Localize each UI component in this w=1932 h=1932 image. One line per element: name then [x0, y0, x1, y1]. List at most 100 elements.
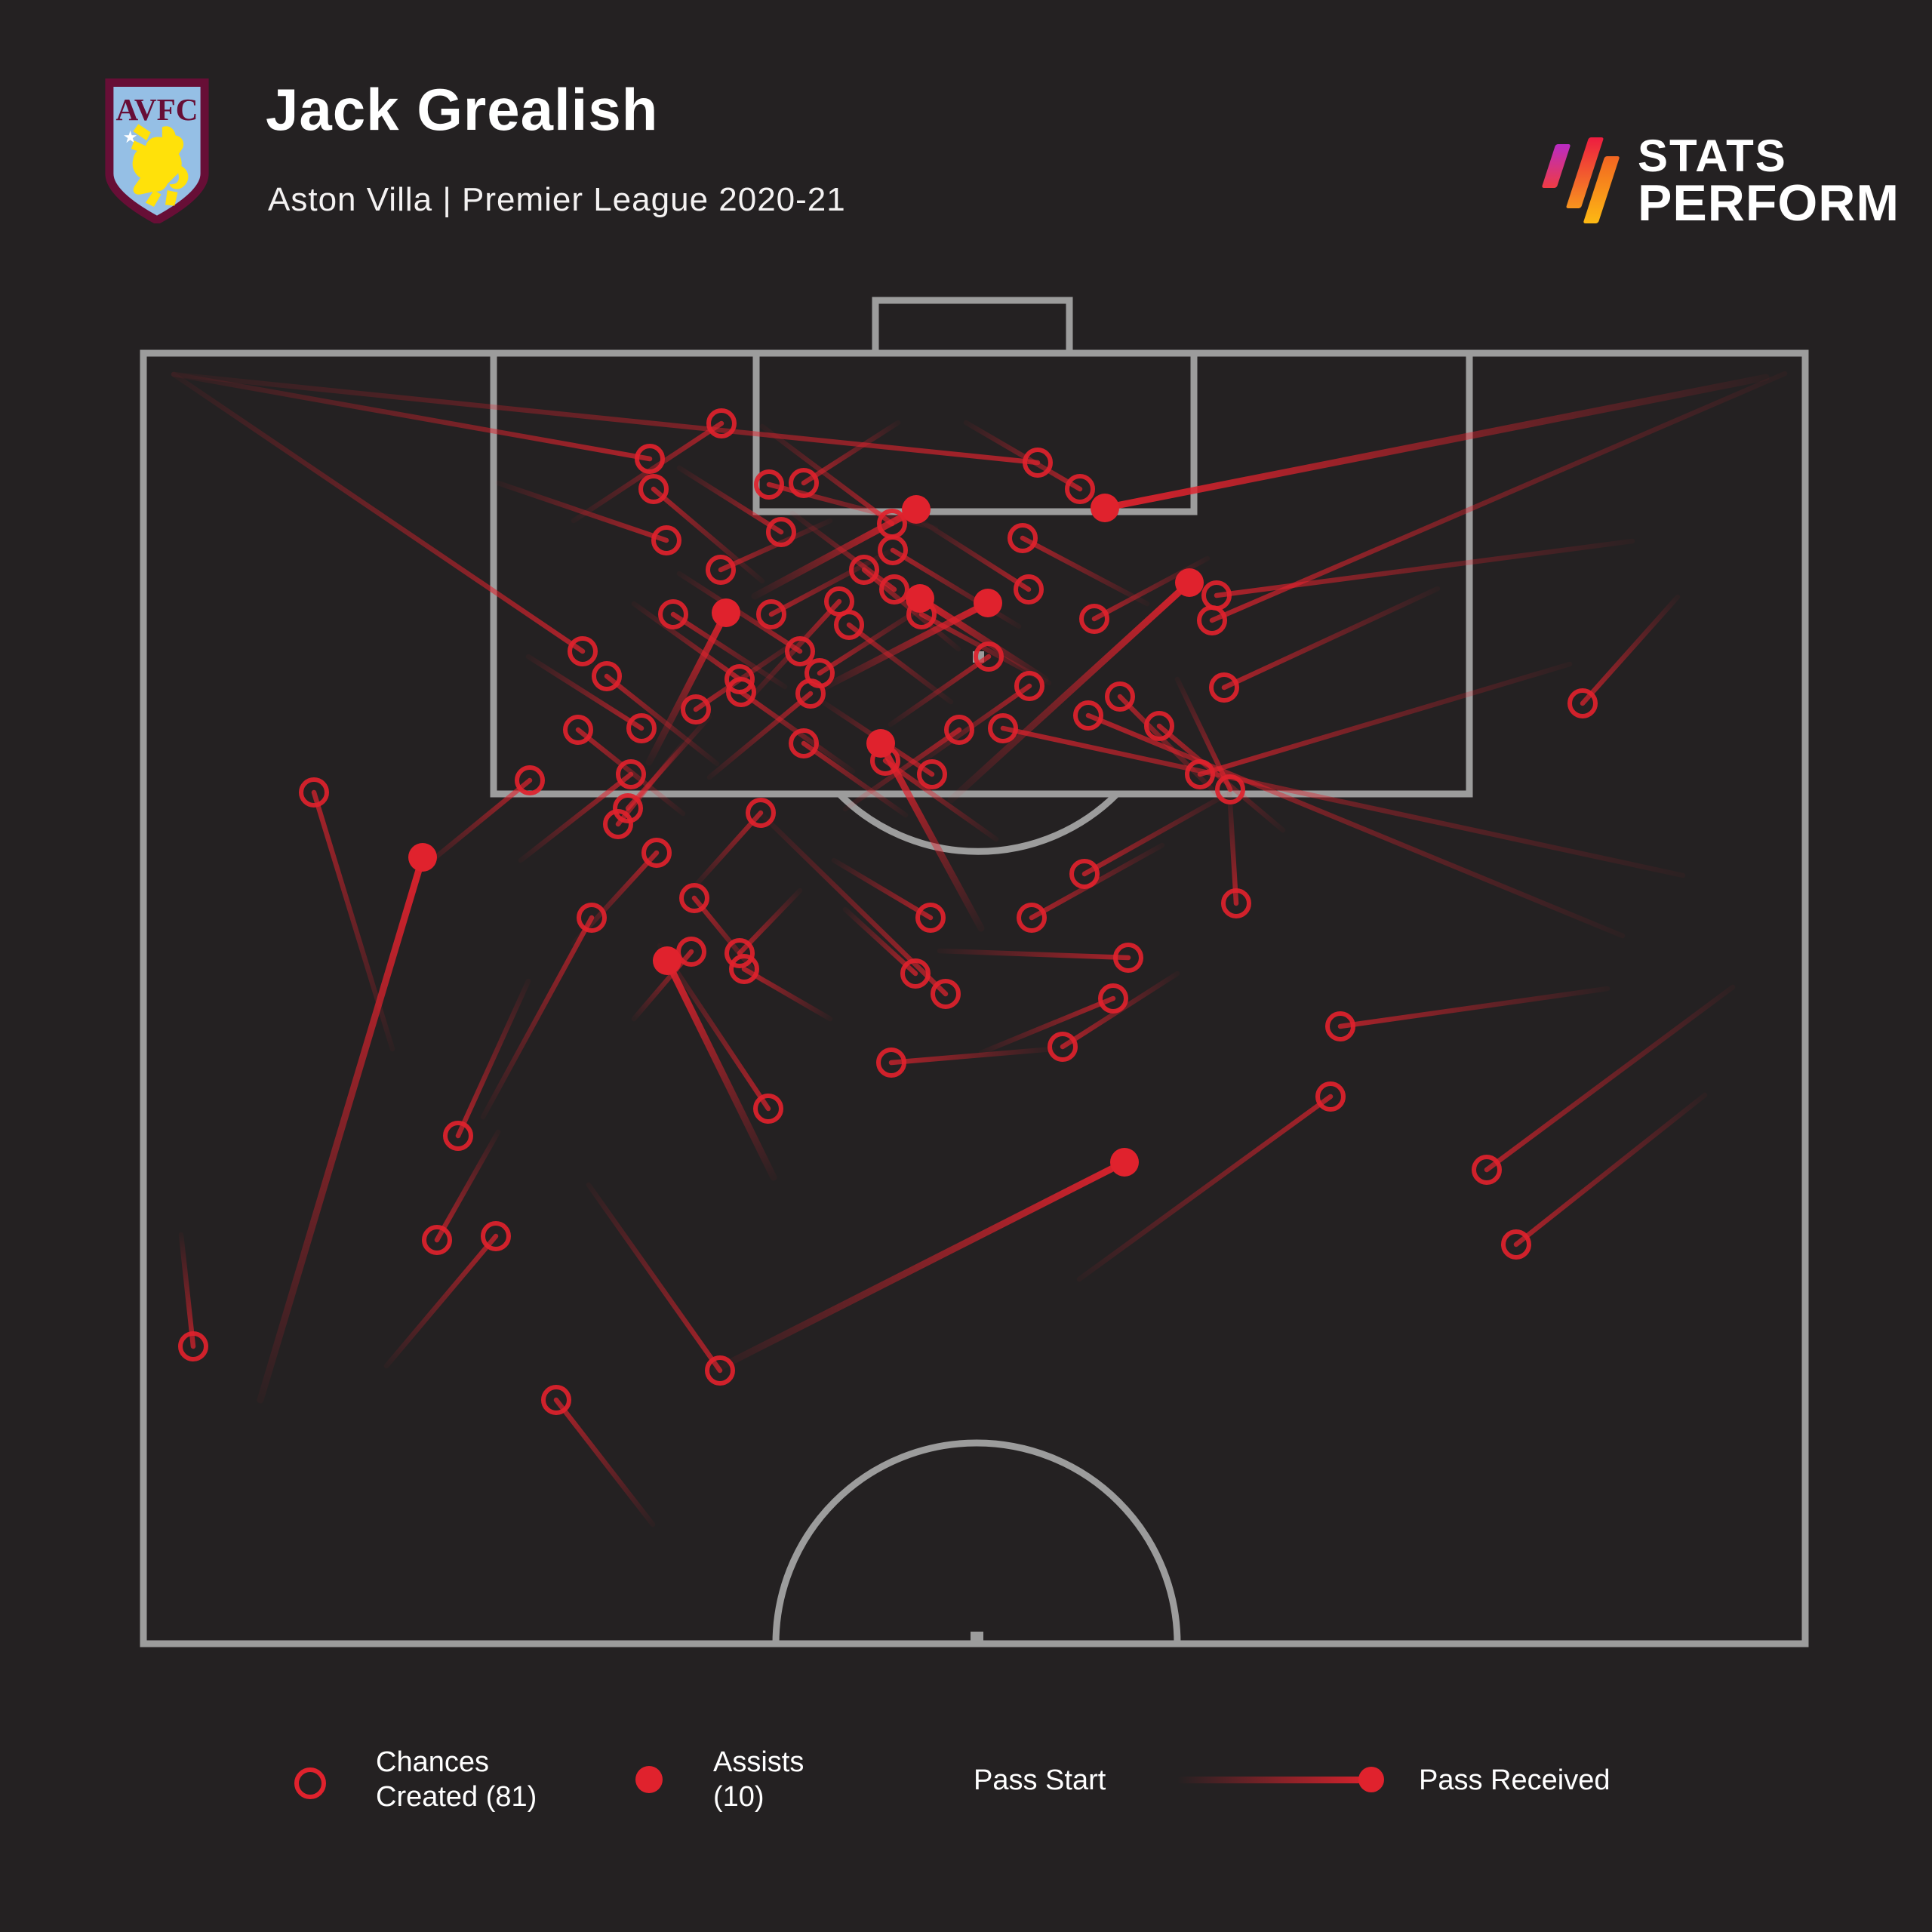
chance-marker: [443, 1121, 473, 1151]
chance-marker: [766, 517, 796, 547]
chance-marker: [1014, 671, 1044, 701]
chance-marker: [754, 469, 784, 500]
chance-marker: [422, 1225, 452, 1255]
pass-line: [713, 1158, 1128, 1373]
assist-marker: [1175, 568, 1204, 597]
chance-marker: [753, 1094, 783, 1124]
pass-line: [801, 420, 901, 486]
pass-line: [831, 857, 934, 921]
pass-line: [1226, 788, 1239, 906]
pass-line: [1000, 725, 1686, 878]
pass-line: [1580, 594, 1681, 706]
pass-line: [842, 727, 962, 812]
chance-marker: [603, 809, 633, 839]
pass-line: [311, 789, 395, 1052]
chance-marker: [756, 599, 786, 629]
chance-marker: [1014, 574, 1044, 605]
assist-marker: [1091, 494, 1119, 522]
chance-marker: [915, 903, 946, 933]
chance-marker: [724, 664, 755, 694]
pass-line: [1337, 986, 1611, 1029]
pass-line: [575, 727, 686, 817]
chance-marker: [613, 793, 643, 823]
pass-line: [978, 995, 1116, 1056]
chance-marker: [931, 979, 961, 1009]
pass-lines-layer: [171, 371, 1788, 1527]
pass-line: [420, 777, 533, 871]
chance-marker: [879, 574, 909, 605]
chance-marker: [299, 777, 329, 808]
chance-marker: [917, 759, 947, 789]
chance-marker: [638, 474, 669, 504]
pass-received-dot-icon: [1358, 1767, 1384, 1792]
chance-marker: [1023, 448, 1053, 478]
chance-marker: [1113, 943, 1143, 973]
pass-line: [670, 611, 788, 690]
pass-line: [171, 371, 1041, 466]
pass-line: [768, 548, 894, 617]
chance-marker: [1098, 983, 1128, 1014]
chance-marker: [1315, 1081, 1346, 1112]
assist-marker: [653, 946, 681, 975]
chance-marker: [705, 1355, 735, 1386]
chance-marker: [900, 958, 931, 989]
pass-line: [178, 1232, 196, 1349]
legend-pass-received-label: Pass Received: [1419, 1764, 1611, 1796]
chance-marker: [481, 1221, 511, 1251]
pass-line: [877, 740, 985, 932]
legend-chances-line1: Chances: [376, 1746, 489, 1778]
chance-marker: [178, 1331, 208, 1361]
chance-marker: [1215, 774, 1245, 804]
pass-line: [1513, 1092, 1708, 1247]
pass-line: [1214, 538, 1635, 598]
pass-line: [842, 906, 918, 977]
assist-marker: [906, 584, 934, 613]
chance-marker: [568, 636, 598, 666]
chance-marker: [1472, 1155, 1502, 1185]
pitch-outline: [140, 349, 1809, 1647]
pass-line: [657, 943, 771, 1112]
chance-marker: [1197, 605, 1227, 635]
pass-line: [434, 1129, 501, 1243]
chance-marker: [658, 599, 688, 629]
chance-marker: [1073, 700, 1103, 731]
pass-line: [1101, 374, 1770, 512]
chance-marker: [1048, 1032, 1078, 1062]
pass-line: [1209, 371, 1788, 623]
chance-marker: [1144, 711, 1174, 741]
chance-marker: [515, 765, 545, 795]
pass-line: [882, 758, 999, 842]
chance-marker: [876, 1048, 906, 1078]
pass-line: [1197, 661, 1573, 777]
pass-line: [1221, 586, 1441, 691]
chance-marker: [988, 713, 1018, 743]
chance-marker: [834, 610, 864, 640]
legend-chances-line2: Created (81): [376, 1781, 537, 1813]
penalty-arc: [836, 791, 1120, 855]
pass-line: [801, 740, 909, 818]
pass-line: [1020, 535, 1150, 607]
pass-line: [751, 506, 920, 600]
page-subtitle: Aston Villa | Premier League 2020-21: [268, 181, 846, 218]
assist-marker: [1110, 1148, 1139, 1177]
pass-line: [553, 1397, 656, 1527]
pass-line: [171, 371, 586, 654]
assist-marker: [974, 589, 1002, 617]
chance-marker: [541, 1385, 571, 1415]
chance-marker: [1567, 688, 1598, 718]
pass-line: [846, 622, 954, 705]
chance-marker: [1065, 474, 1095, 504]
chance-marker: [746, 798, 776, 828]
centre-spot: [971, 1632, 983, 1644]
chance-marker: [1017, 903, 1047, 933]
chance-marker: [726, 677, 756, 707]
pass-line: [1085, 712, 1626, 939]
chance-marker: [789, 468, 819, 498]
crest-lion-icon: [131, 124, 189, 208]
club-crest-icon: AVFC ★: [105, 78, 209, 226]
pass-line: [480, 915, 595, 1120]
pass-line: [383, 1233, 499, 1369]
page-title: Jack Grealish: [266, 76, 659, 143]
